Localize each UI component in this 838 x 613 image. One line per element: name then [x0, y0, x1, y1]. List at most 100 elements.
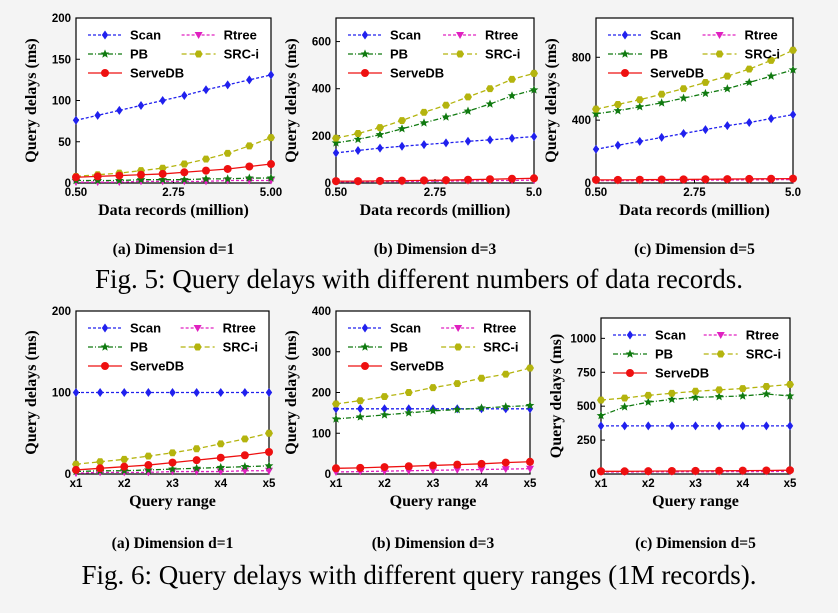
- legend-label: SRC-i: [745, 47, 780, 62]
- series-line: [595, 69, 794, 115]
- data-point: [137, 100, 145, 110]
- data-point: [701, 88, 710, 98]
- data-point: [404, 462, 413, 471]
- data-point: [739, 421, 746, 431]
- data-point: [657, 90, 666, 98]
- x-tick-label: x3: [689, 478, 702, 490]
- data-point: [267, 134, 275, 142]
- subfigure-caption: (c) Dimension d=5: [634, 241, 755, 258]
- legend-marker: [621, 30, 629, 40]
- chart-panel-2: 0 200 400 600 0.50 2.75 5.0 Data records (milli…: [283, 17, 542, 258]
- data-point: [452, 405, 462, 414]
- data-point: [621, 421, 628, 431]
- data-point: [398, 141, 406, 151]
- legend: Scan Rtree PB SRC-i ServeDB: [88, 28, 259, 81]
- data-point: [789, 110, 797, 120]
- legend-label: Rtree: [485, 28, 518, 43]
- series-line: [75, 465, 270, 473]
- legend-label: ServeDB: [390, 359, 444, 374]
- series-servedb: [592, 174, 797, 184]
- data-point: [715, 466, 724, 475]
- legend-label: PB: [130, 340, 148, 355]
- data-point: [442, 101, 450, 109]
- series-line: [75, 163, 272, 178]
- y-tick-label: 0: [585, 178, 591, 190]
- data-point: [667, 467, 676, 476]
- x-tick-label: x2: [642, 478, 655, 490]
- legend-label: Rtree: [483, 321, 516, 336]
- data-point: [477, 403, 486, 412]
- x-tick-label: x1: [70, 478, 83, 490]
- data-point: [223, 164, 232, 173]
- data-point: [762, 383, 771, 390]
- x-axis-label: Query range: [129, 493, 216, 510]
- data-point: [526, 364, 534, 372]
- data-point: [192, 456, 201, 465]
- data-point: [353, 134, 363, 144]
- series-servedb: [597, 466, 794, 476]
- x-tick-label: x4: [214, 478, 227, 490]
- x-tick-label: x3: [166, 478, 179, 490]
- data-point: [397, 124, 407, 133]
- data-point: [501, 370, 510, 378]
- data-point: [267, 160, 275, 169]
- data-point: [202, 155, 210, 163]
- subfigure-caption: (b) Dimension d=3: [372, 535, 495, 552]
- data-point: [168, 449, 177, 457]
- data-point: [715, 386, 724, 394]
- y-tick-label: 0: [65, 178, 71, 190]
- x-tick-label: x5: [263, 478, 276, 490]
- data-point: [691, 466, 700, 475]
- data-point: [442, 138, 450, 148]
- data-point: [169, 388, 176, 397]
- data-point: [643, 397, 653, 406]
- y-tick-label: 1000: [570, 333, 596, 345]
- data-point: [96, 458, 105, 466]
- series-line: [595, 114, 794, 150]
- series-line: [75, 74, 272, 121]
- data-point: [354, 130, 362, 137]
- data-point: [376, 143, 384, 153]
- data-point: [724, 121, 731, 131]
- data-point: [614, 140, 622, 150]
- data-point: [692, 421, 699, 431]
- legend-marker: [101, 362, 109, 370]
- legend-marker: [715, 32, 724, 39]
- y-tick-label: 200: [312, 388, 331, 400]
- legend-marker: [194, 32, 203, 39]
- data-point: [404, 408, 414, 417]
- data-point: [620, 394, 629, 402]
- y-tick-label: 200: [52, 13, 71, 25]
- legend-marker: [101, 30, 109, 40]
- legend-label: Scan: [130, 28, 161, 43]
- data-point: [592, 144, 600, 154]
- data-point: [381, 404, 388, 414]
- legend-label: SRC-i: [223, 340, 258, 355]
- series-src-i: [72, 429, 273, 468]
- data-point: [380, 393, 389, 401]
- data-point: [93, 172, 102, 181]
- data-point: [785, 391, 795, 400]
- y-tick-label: 400: [312, 84, 331, 96]
- data-point: [144, 465, 153, 474]
- data-point: [429, 384, 437, 392]
- data-point: [181, 91, 188, 101]
- data-point: [679, 85, 688, 93]
- data-point: [380, 463, 389, 472]
- data-point: [667, 394, 677, 404]
- data-point: [240, 435, 249, 443]
- data-point: [120, 462, 129, 471]
- data-point: [714, 392, 724, 401]
- series-pb: [591, 65, 798, 118]
- data-point: [192, 463, 201, 473]
- data-point: [644, 391, 653, 399]
- data-point: [525, 400, 535, 410]
- data-point: [715, 421, 723, 431]
- subfigure-caption: (a) Dimension d=1: [112, 535, 234, 552]
- data-point: [428, 406, 438, 415]
- data-point: [420, 140, 428, 150]
- data-point: [121, 388, 128, 397]
- x-axis-label: Query range: [390, 493, 477, 510]
- data-point: [355, 412, 365, 421]
- y-tick-label: 0: [590, 469, 596, 481]
